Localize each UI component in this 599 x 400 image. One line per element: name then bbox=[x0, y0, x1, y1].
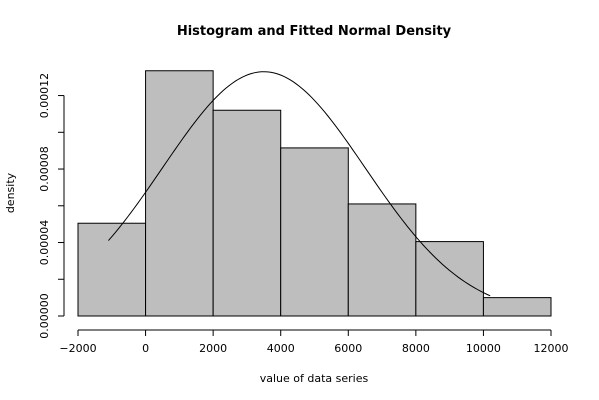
y-axis-label: density bbox=[4, 172, 17, 213]
y-tick-label-4: 0.00008 bbox=[38, 146, 51, 192]
chart-title: Histogram and Fitted Normal Density bbox=[177, 24, 452, 39]
y-tick-label-0: 0.00000 bbox=[38, 293, 51, 339]
histogram-bar-2 bbox=[212, 109, 282, 317]
x-tick-label-1: 0 bbox=[142, 342, 149, 355]
histogram-bars bbox=[77, 70, 552, 317]
histogram-bar-3 bbox=[280, 147, 349, 317]
x-tick-label-6: 10000 bbox=[466, 342, 501, 355]
x-tick-label-3: 4000 bbox=[267, 342, 295, 355]
histogram-bar-0 bbox=[77, 222, 147, 317]
histogram-bar-5 bbox=[415, 241, 484, 317]
histogram-bar-6 bbox=[482, 297, 552, 317]
histogram-bar-4 bbox=[347, 203, 417, 317]
y-axis: 0.00000 0.00004 0.00008 0.00012 bbox=[38, 73, 65, 339]
y-tick-label-2: 0.00004 bbox=[38, 220, 51, 266]
x-tick-label-2: 2000 bbox=[199, 342, 227, 355]
x-tick-label-7: 12000 bbox=[534, 342, 569, 355]
histogram-bar-1 bbox=[145, 70, 214, 317]
x-axis-label: value of data series bbox=[260, 372, 369, 385]
x-tick-label-0: −2000 bbox=[59, 342, 96, 355]
y-tick-label-6: 0.00012 bbox=[38, 73, 51, 119]
x-axis: −2000 0 2000 4000 6000 8000 10000 12000 bbox=[59, 329, 569, 355]
x-tick-label-4: 6000 bbox=[334, 342, 362, 355]
fitted-normal-curve bbox=[108, 71, 491, 297]
x-tick-label-5: 8000 bbox=[402, 342, 430, 355]
fitted-normal-layer bbox=[108, 71, 491, 297]
